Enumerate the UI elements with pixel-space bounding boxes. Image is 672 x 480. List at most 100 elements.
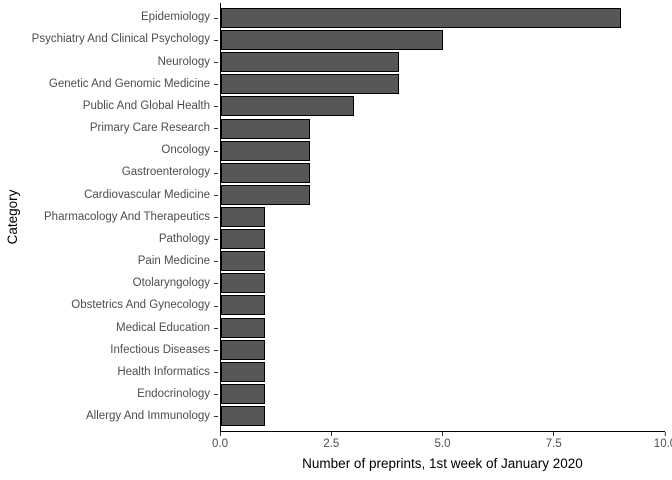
bar-row [221,184,665,206]
bar [221,273,266,294]
category-label-row: Public And Global Health [0,96,220,118]
bar-row [221,118,665,140]
bar-row [221,29,665,51]
category-label: Oncology [161,144,210,157]
bar [221,74,399,95]
y-tick-mark [214,172,218,174]
y-tick-mark [214,216,218,218]
y-tick-mark [214,327,218,329]
bar-row [221,294,665,316]
bar [221,8,621,29]
bar [221,207,266,228]
y-tick-mark [214,84,218,86]
category-label: Public And Global Health [82,99,210,112]
y-tick-mark [214,17,218,19]
x-tick-mark [664,432,666,436]
bar [221,140,310,161]
y-tick-mark [214,394,218,396]
bar-row [221,162,665,184]
category-label-row: Pain Medicine [0,251,220,273]
bar [221,96,355,117]
category-label: Otolaryngology [132,277,210,290]
bar-row [221,228,665,250]
category-label-row: Allergy And Immunology [0,406,220,428]
category-label-row: Medical Education [0,317,220,339]
category-label: Medical Education [116,321,210,334]
category-label-row: Pharmacology And Therapeutics [0,206,220,228]
category-label: Neurology [157,55,210,68]
category-label-row: Psychiatry And Clinical Psychology [0,29,220,51]
x-axis-title: Number of preprints, 1st week of January… [302,456,583,471]
x-tick-mark [442,432,443,436]
bar-row [221,95,665,117]
y-tick-mark [214,194,218,196]
category-label-row: Genetic And Genomic Medicine [0,73,220,95]
x-tick-mark [219,432,221,436]
y-tick-mark [214,372,218,374]
y-tick-mark [214,39,218,41]
y-tick-mark [214,261,218,263]
category-label: Pathology [158,232,210,245]
bar-row [221,383,665,405]
y-tick-mark [214,150,218,152]
x-tick: 2.5 [323,432,339,450]
bar [221,406,266,427]
bar-row [221,7,665,29]
category-label: Cardiovascular Medicine [84,188,210,201]
bar [221,383,266,404]
x-tick-mark [553,432,555,436]
bar-row [221,206,665,228]
bar [221,184,310,205]
bar [221,229,266,250]
bar [221,30,443,51]
category-label: Pain Medicine [137,255,210,268]
category-label-row: Oncology [0,140,220,162]
bar [221,162,310,183]
category-label: Endocrinology [137,387,210,400]
bar-row [221,140,665,162]
category-label: Obstetrics And Gynecology [71,299,210,312]
category-label-row: Primary Care Research [0,118,220,140]
category-label-row: Endocrinology [0,384,220,406]
y-tick-mark [214,128,218,130]
x-axis: 0.0 2.5 5.0 7.5 10.0 [212,432,672,460]
x-tick-label: 2.5 [323,438,340,450]
bar-row [221,361,665,383]
category-label-row: Infectious Diseases [0,339,220,361]
category-label: Epidemiology [140,11,210,24]
y-tick-mark [214,239,218,241]
y-tick-mark [214,106,218,108]
category-label-row: Obstetrics And Gynecology [0,295,220,317]
bar-row [221,339,665,361]
bar [221,118,310,139]
category-label: Infectious Diseases [110,343,210,356]
category-label-row: Pathology [0,229,220,251]
category-label: Psychiatry And Clinical Psychology [31,33,210,46]
category-label: Health Informatics [117,365,210,378]
y-axis-labels: Epidemiology Psychiatry And Clinical Psyc… [0,3,220,432]
y-tick-mark [214,416,218,418]
bar [221,251,266,272]
bar [221,317,266,338]
bar-row [221,250,665,272]
category-label: Gastroenterology [121,166,210,179]
category-label-row: Neurology [0,51,220,73]
category-label-row: Otolaryngology [0,273,220,295]
x-tick: 10.0 [654,432,672,450]
x-tick-mark [330,432,332,436]
category-label: Allergy And Immunology [85,410,210,423]
category-label: Pharmacology And Therapeutics [44,210,210,223]
y-tick-mark [214,305,218,307]
category-label: Genetic And Genomic Medicine [48,77,210,90]
x-tick: 0.0 [212,432,228,450]
x-tick-label: 10.0 [653,438,672,450]
x-tick-label: 5.0 [434,438,451,450]
bar [221,52,399,73]
category-label: Primary Care Research [89,122,210,135]
category-label-row: Health Informatics [0,362,220,384]
category-label-row: Epidemiology [0,7,220,29]
x-tick-label: 0.0 [212,438,228,450]
y-tick-mark [214,61,218,63]
x-tick: 5.0 [435,432,451,450]
